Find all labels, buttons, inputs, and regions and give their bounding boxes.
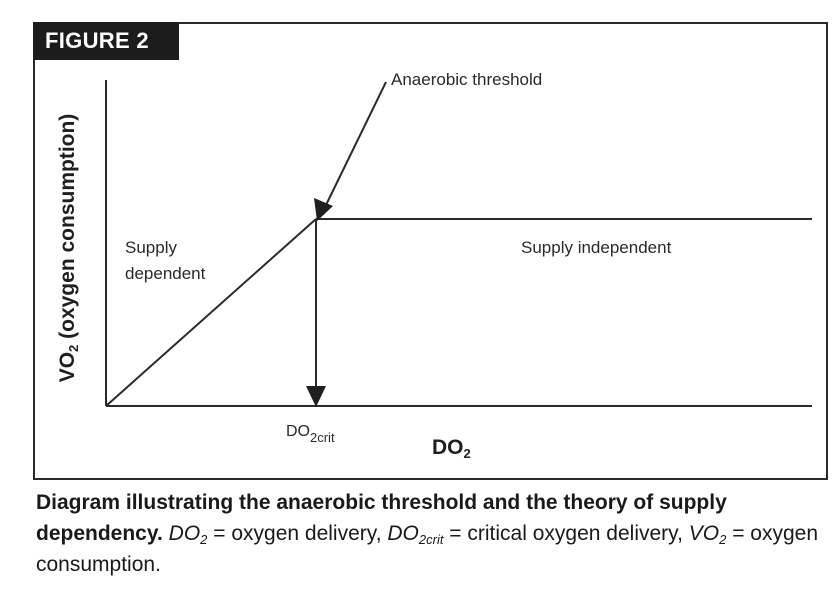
anaerobic-threshold-label: Anaerobic threshold	[391, 70, 542, 89]
supply-dependent-line	[105, 218, 317, 407]
y-axis-title-prefix: VO	[56, 351, 79, 383]
critical-delivery-arrowhead	[306, 386, 326, 407]
caption-vo2-subscript: 2	[719, 531, 727, 547]
supply-independent-label: Supply independent	[521, 238, 672, 257]
caption-do2-subscript: 2	[200, 531, 208, 547]
y-axis-title-suffix: (oxygen consumption)	[56, 113, 79, 345]
caption-vo2-term: VO2	[688, 522, 727, 547]
caption-do2-prefix: DO	[168, 522, 201, 545]
x-axis-title: DO2	[432, 436, 471, 460]
caption-bold-text: Diagram illustrating the anaerobic thres…	[36, 491, 727, 545]
caption-do2crit-definition: = critical oxygen delivery,	[443, 522, 689, 545]
x-axis-title-prefix: DO	[432, 436, 464, 459]
anaerobic-threshold-arrowhead	[314, 198, 333, 221]
critical-delivery-subscript: 2crit	[310, 430, 335, 445]
y-axis-title-subscript: 2	[65, 344, 81, 352]
caption-do2-term: DO2	[168, 522, 208, 547]
supply-dependent-label-line1: Supply	[125, 238, 177, 257]
caption-do2crit-subscript: 2crit	[418, 531, 444, 547]
critical-delivery-prefix: DO	[286, 423, 310, 440]
caption-vo2-definition: = oxygen consumption.	[36, 522, 819, 576]
x-axis-title-subscript: 2	[463, 445, 471, 461]
supply-dependent-label-line2: dependent	[125, 264, 206, 283]
caption-vo2-prefix: VO	[688, 522, 720, 545]
caption-do2-definition: = oxygen delivery,	[207, 522, 388, 545]
figure-badge: FIGURE 2	[33, 22, 179, 60]
anaerobic-threshold-pointer-line	[325, 81, 387, 206]
caption-do2crit-prefix: DO	[387, 522, 419, 545]
caption-do2crit-term: DO2crit	[387, 522, 444, 547]
figure-frame	[33, 22, 828, 480]
figure-caption: Diagram illustrating the anaerobic thres…	[36, 487, 826, 580]
critical-delivery-label: DO2crit	[286, 423, 335, 445]
